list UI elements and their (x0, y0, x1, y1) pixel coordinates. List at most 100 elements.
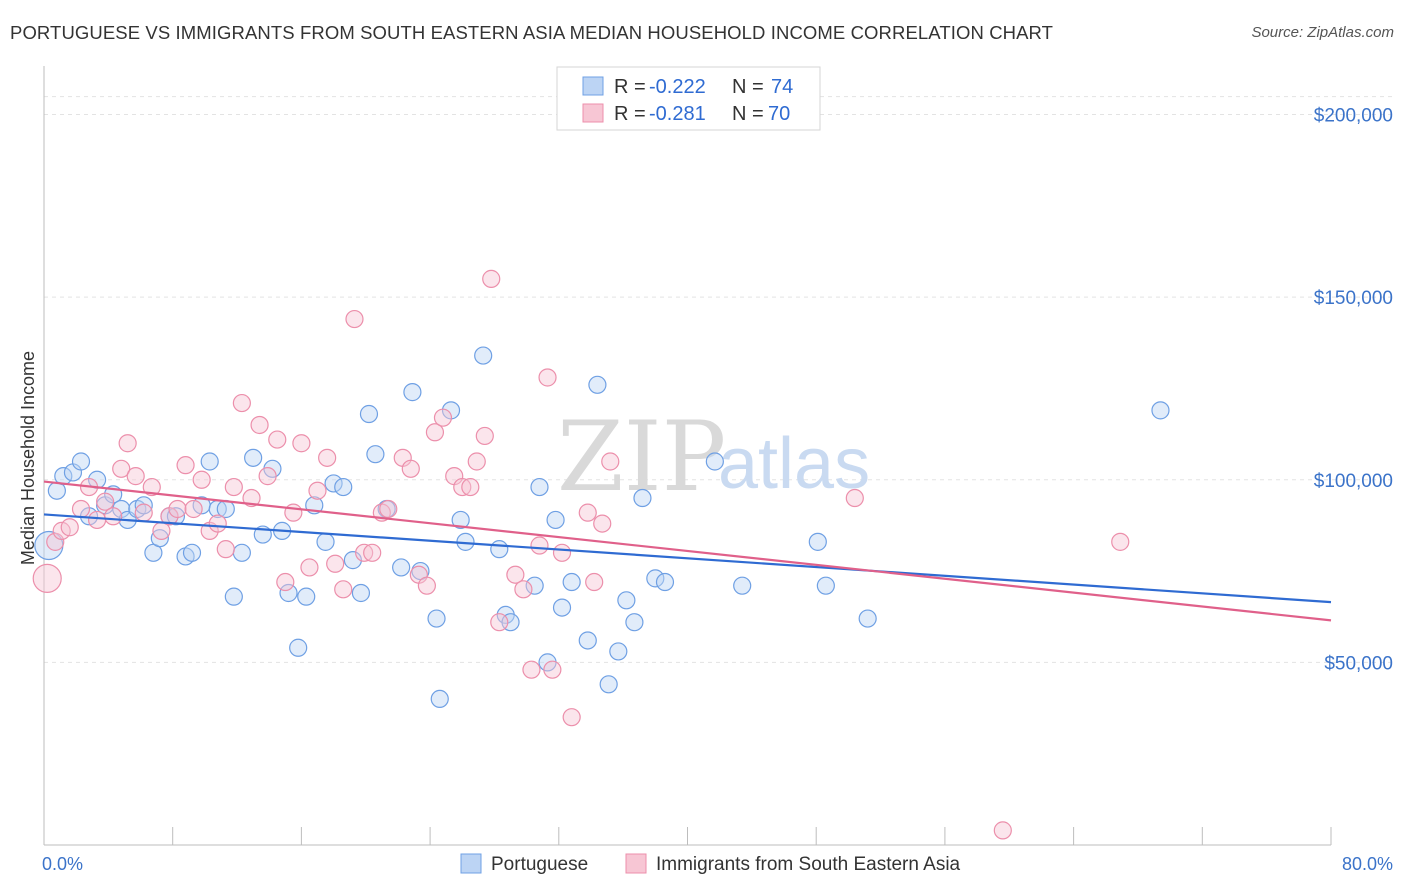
data-point (134, 503, 153, 522)
data-point (625, 613, 644, 632)
data-point (617, 591, 636, 610)
data-point (96, 492, 115, 511)
legend-n-label-1: N = (732, 76, 764, 98)
data-point (467, 452, 486, 471)
data-point (552, 598, 572, 617)
data-point (609, 642, 628, 661)
grid-lines (44, 96, 1394, 663)
data-point (1111, 532, 1130, 551)
data-point (244, 448, 263, 467)
bottom-legend-swatch-sea (625, 853, 647, 874)
data-point (522, 660, 541, 679)
data-point (224, 477, 243, 497)
data-point (433, 408, 453, 427)
legend-n-label-2: N = (732, 103, 764, 125)
bottom-legend-swatch-portuguese (460, 853, 482, 874)
data-point (578, 503, 597, 522)
x-tick-label-max: 80.0% (1342, 854, 1393, 874)
data-point (599, 675, 618, 694)
series-portuguese-points (34, 346, 1170, 709)
data-point (552, 543, 572, 562)
y-tick-label: $150,000 (1314, 288, 1393, 309)
watermark: ZIP atlas (557, 401, 870, 513)
data-point (150, 529, 169, 548)
data-point (425, 423, 445, 442)
data-point (200, 452, 219, 471)
data-point (308, 481, 327, 500)
y-tick-labels: $50,000 $100,000 $150,000 $200,000 (1314, 106, 1393, 675)
data-point (359, 404, 379, 424)
y-tick-label: $200,000 (1314, 106, 1393, 127)
data-point (451, 510, 470, 530)
data-point (530, 477, 549, 497)
data-point (816, 576, 835, 595)
data-point (530, 536, 549, 555)
data-point (546, 510, 565, 530)
data-point (474, 346, 493, 365)
y-tick-label: $50,000 (1324, 653, 1393, 674)
bottom-legend-label-portuguese: Portuguese (491, 854, 588, 875)
data-point (289, 638, 308, 657)
data-point (993, 821, 1012, 840)
data-point (250, 415, 269, 435)
data-point (184, 499, 203, 519)
data-point (845, 488, 864, 508)
data-point (490, 613, 509, 632)
data-point (562, 572, 581, 592)
data-point (166, 507, 186, 526)
legend-swatch-portuguese (582, 76, 604, 96)
legend-r-label-2: R = (614, 103, 646, 125)
data-point (655, 572, 675, 592)
data-point (514, 580, 533, 599)
y-tick-label: $100,000 (1314, 471, 1393, 492)
data-point (379, 499, 398, 519)
data-point (208, 514, 227, 533)
series-legend: Portuguese Immigrants from South Eastern… (460, 853, 961, 875)
data-point (279, 583, 298, 603)
data-point (318, 448, 337, 467)
data-point (588, 375, 607, 394)
data-point (601, 452, 620, 471)
x-tick-labels: 0.0% 80.0% (42, 854, 1393, 874)
data-point (506, 565, 525, 584)
data-point (32, 563, 62, 593)
legend-swatch-sea (582, 103, 604, 123)
data-point (268, 430, 287, 449)
data-point (104, 507, 123, 526)
data-point (475, 426, 494, 446)
data-point (232, 543, 251, 562)
data-point (430, 689, 449, 709)
legend-n-value-1: 74 (771, 76, 793, 98)
legend-r-label-1: R = (614, 76, 646, 98)
data-point (87, 510, 107, 530)
watermark-zip: ZIP (557, 401, 726, 513)
x-tick-label-min: 0.0% (42, 854, 83, 874)
data-point (60, 518, 79, 537)
data-point (334, 580, 353, 599)
data-point (392, 558, 411, 577)
data-point (403, 383, 422, 402)
data-point (168, 499, 187, 519)
series-sea-points (32, 269, 1130, 840)
data-point (134, 496, 153, 515)
data-point (316, 532, 335, 551)
data-point (284, 503, 303, 522)
data-point (112, 459, 131, 478)
legend-r-value-2: -0.281 (649, 103, 706, 125)
correlation-legend: R = -0.222 N = 74 R = -0.281 N = 70 (556, 66, 821, 131)
data-point (366, 445, 385, 464)
data-point (1151, 401, 1170, 420)
data-point (538, 368, 557, 387)
data-point (633, 488, 652, 508)
data-point (461, 477, 480, 497)
data-point (578, 631, 597, 650)
data-point (585, 572, 604, 592)
source-credit: Source: ZipAtlas.com (1251, 24, 1394, 41)
trend-line (43, 513, 1332, 604)
data-point (292, 434, 311, 453)
data-point (216, 540, 235, 559)
trend-lines (43, 480, 1332, 622)
data-point (562, 708, 581, 727)
data-point (543, 660, 562, 679)
data-point (71, 452, 91, 471)
